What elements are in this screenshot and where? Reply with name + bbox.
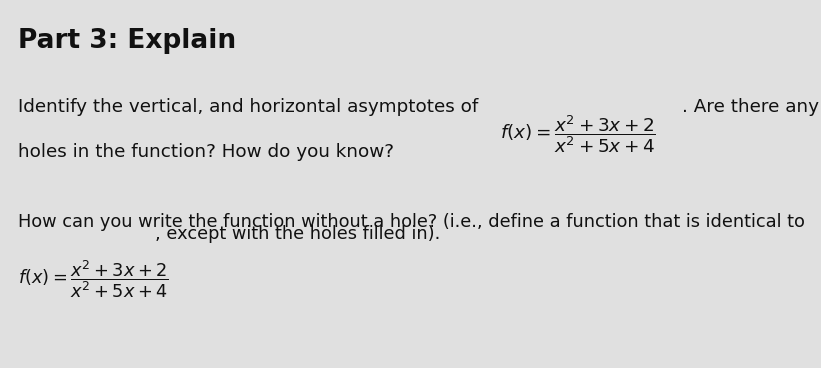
Text: Part 3: Explain: Part 3: Explain (18, 28, 236, 54)
Text: , except with the holes filled in).: , except with the holes filled in). (155, 225, 440, 243)
Text: How can you write the function without a hole? (i.e., define a function that is : How can you write the function without a… (18, 213, 805, 231)
Text: $f(x) = \dfrac{x^2+3x+2}{x^2+5x+4}$: $f(x) = \dfrac{x^2+3x+2}{x^2+5x+4}$ (500, 113, 656, 155)
Text: $f(x) = \dfrac{x^2+3x+2}{x^2+5x+4}$: $f(x) = \dfrac{x^2+3x+2}{x^2+5x+4}$ (18, 258, 169, 300)
Text: holes in the function? How do you know?: holes in the function? How do you know? (18, 143, 394, 161)
Text: . Are there any: . Are there any (682, 98, 819, 116)
Text: Identify the vertical, and horizontal asymptotes of: Identify the vertical, and horizontal as… (18, 98, 484, 116)
